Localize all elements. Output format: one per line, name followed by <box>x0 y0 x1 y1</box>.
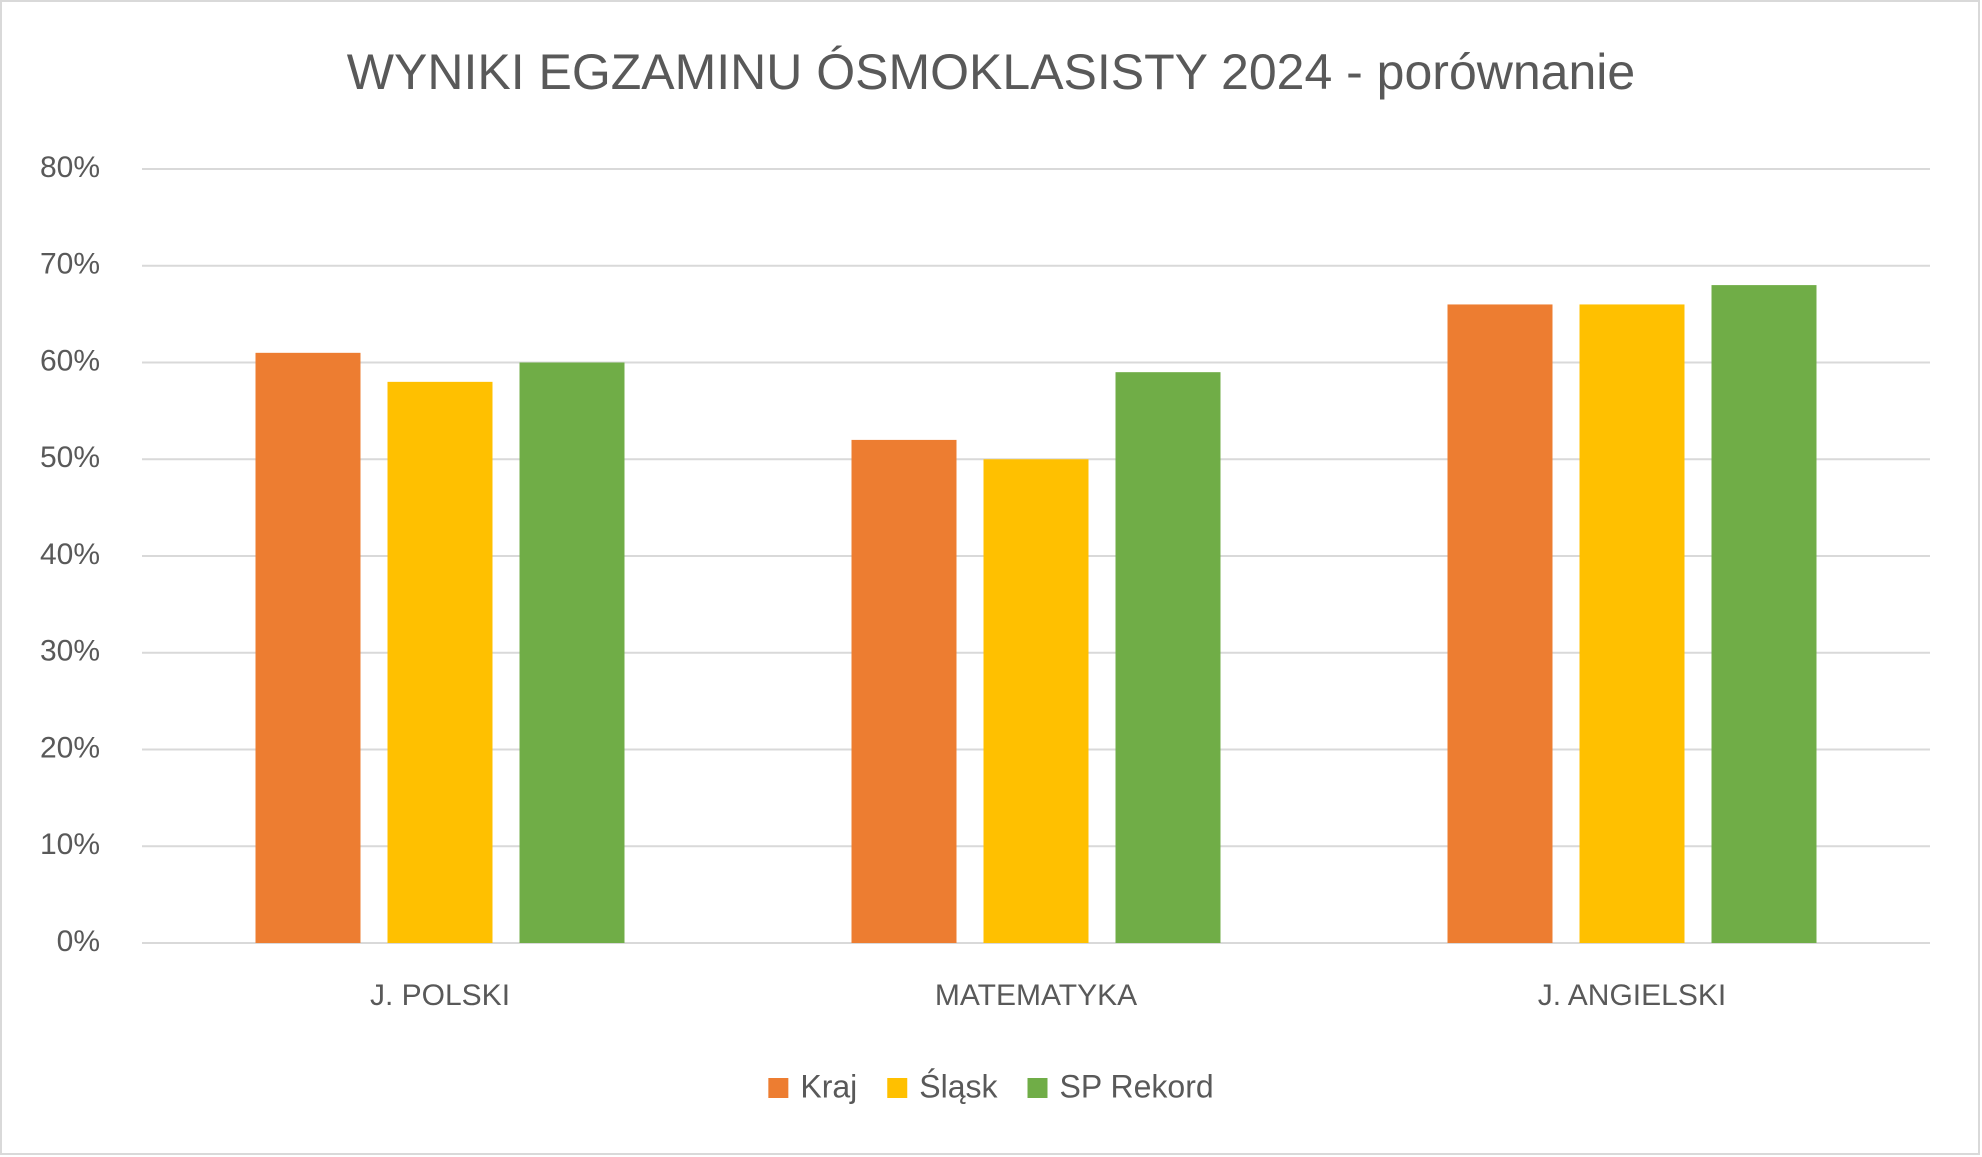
x-tick-label: MATEMATYKA <box>935 979 1137 1012</box>
y-tick-label: 20% <box>40 731 100 764</box>
legend-label: Śląsk <box>919 1068 998 1104</box>
legend-label: Kraj <box>800 1068 857 1104</box>
chart-title: WYNIKI EGZAMINU ÓSMOKLASISTY 2024 - poró… <box>347 44 1635 100</box>
x-tick-label: J. ANGIELSKI <box>1538 979 1726 1012</box>
bar <box>1711 285 1817 944</box>
legend-swatch <box>1027 1078 1048 1098</box>
y-tick-label: 70% <box>40 248 100 281</box>
y-tick-label: 80% <box>40 151 100 184</box>
bar <box>1579 304 1685 943</box>
bar <box>851 439 957 943</box>
y-tick-label: 40% <box>40 538 100 571</box>
y-tick-label: 60% <box>40 344 100 377</box>
bar <box>519 362 625 943</box>
y-tick-label: 10% <box>40 828 100 861</box>
legend-swatch <box>887 1078 908 1098</box>
y-tick-label: 30% <box>40 635 100 668</box>
bar <box>1447 304 1553 943</box>
bar <box>255 352 361 943</box>
y-tick-label: 50% <box>40 441 100 474</box>
bar <box>1115 372 1221 943</box>
bar <box>983 459 1089 943</box>
y-tick-label: 0% <box>57 925 100 958</box>
bar <box>387 381 493 944</box>
x-tick-label: J. POLSKI <box>370 979 510 1012</box>
legend-swatch <box>768 1078 789 1098</box>
legend-label: SP Rekord <box>1060 1068 1214 1104</box>
